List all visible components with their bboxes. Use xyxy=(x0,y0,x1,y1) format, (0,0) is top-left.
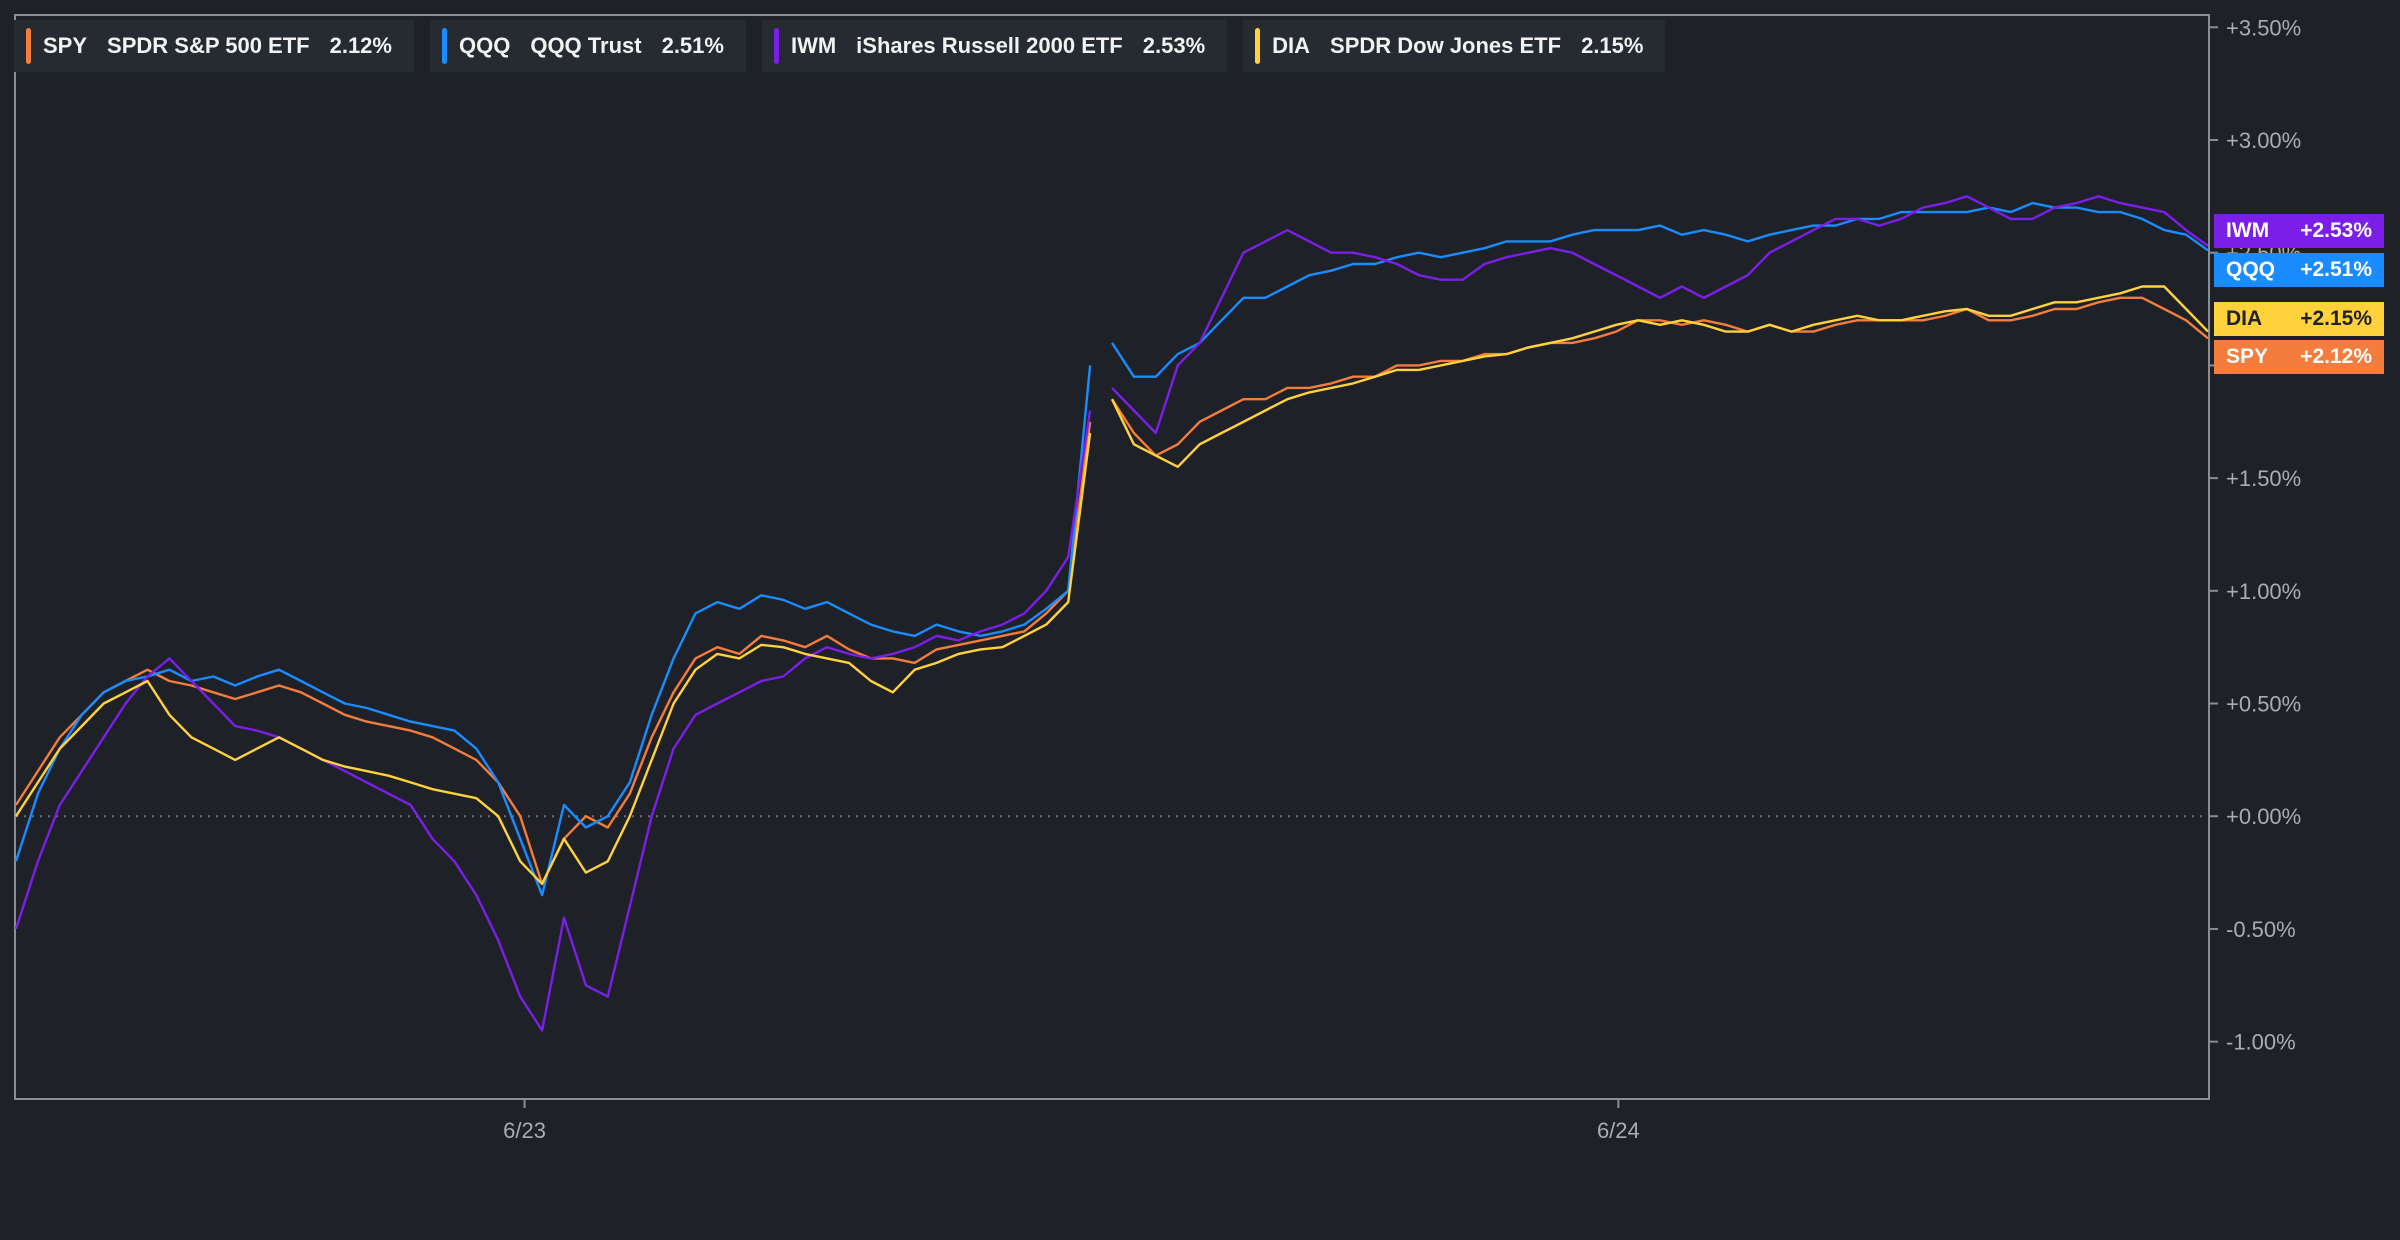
legend-value: 2.51% xyxy=(661,33,724,58)
legend-ticker: SPY xyxy=(43,33,88,58)
plot-area xyxy=(14,14,2210,1100)
legend-item-spy[interactable]: SPY SPDR S&P 500 ETF 2.12% xyxy=(14,20,414,72)
legend-item-iwm[interactable]: IWM iShares Russell 2000 ETF 2.53% xyxy=(761,20,1228,72)
series-line-qqq-day1 xyxy=(14,365,1092,897)
value-tag-ticker: DIA xyxy=(2226,307,2263,330)
legend-ticker: IWM xyxy=(790,33,837,58)
y-tick-label: -0.50% xyxy=(2226,917,2296,942)
y-tick-label: +1.00% xyxy=(2226,579,2301,604)
value-tag-value: +2.15% xyxy=(2300,307,2372,330)
legend-swatch-dia xyxy=(1255,28,1261,64)
series-line-spy-day1 xyxy=(14,421,1092,886)
value-tag-dia: DIA +2.15% xyxy=(2214,302,2384,336)
legend-ticker: QQQ xyxy=(458,33,511,58)
value-tag-value: +2.51% xyxy=(2300,258,2372,281)
x-tick-label: 6/23 xyxy=(503,1118,546,1143)
series-line-qqq-day2 xyxy=(1110,201,2209,378)
y-tick-label: +1.50% xyxy=(2226,466,2301,491)
series-line-spy-day2 xyxy=(1110,296,2209,457)
value-tag-ticker: SPY xyxy=(2226,345,2269,368)
legend-ticker: DIA xyxy=(1272,33,1311,58)
y-tick-label: -1.00% xyxy=(2226,1030,2296,1055)
y-tick-label: +0.50% xyxy=(2226,692,2301,717)
value-tag-spy: SPY +2.12% xyxy=(2214,340,2384,374)
legend-name: iShares Russell 2000 ETF xyxy=(856,33,1123,58)
legend-name: SPDR Dow Jones ETF xyxy=(1330,33,1562,58)
legend-item-qqq[interactable]: QQQ QQQ Trust 2.51% xyxy=(429,20,746,72)
legend-value: 2.12% xyxy=(329,33,392,58)
legend-item-dia[interactable]: DIA SPDR Dow Jones ETF 2.15% xyxy=(1243,20,1666,72)
value-tag-value: +2.12% xyxy=(2300,345,2372,368)
legend-value: 2.53% xyxy=(1142,33,1206,58)
y-tick-label: +0.00% xyxy=(2226,804,2301,829)
value-tag-qqq: QQQ +2.51% xyxy=(2214,253,2384,287)
value-tag-iwm: IWM +2.53% xyxy=(2214,214,2384,248)
series-line-iwm-day2 xyxy=(1111,195,2209,435)
chart-legend: SPY SPDR S&P 500 ETF 2.12% QQQ QQQ Trust… xyxy=(14,20,1681,72)
y-tick-label: +3.00% xyxy=(2226,128,2301,153)
legend-swatch-qqq xyxy=(441,28,447,64)
series-line-dia-day1 xyxy=(14,432,1092,886)
value-tag-ticker: IWM xyxy=(2226,219,2270,242)
value-tag-ticker: QQQ xyxy=(2226,258,2276,281)
series-line-dia-day2 xyxy=(1110,285,2209,468)
x-tick-label: 6/24 xyxy=(1597,1118,1640,1143)
y-tick-label: +3.50% xyxy=(2226,15,2301,40)
legend-swatch-iwm xyxy=(773,28,779,64)
series-line-iwm-day1 xyxy=(14,410,1092,1032)
value-tag-value: +2.53% xyxy=(2300,219,2372,242)
legend-name: QQQ Trust xyxy=(530,33,642,58)
legend-value: 2.15% xyxy=(1581,33,1644,58)
legend-swatch-spy xyxy=(26,28,31,64)
legend-name: SPDR S&P 500 ETF xyxy=(107,33,310,58)
